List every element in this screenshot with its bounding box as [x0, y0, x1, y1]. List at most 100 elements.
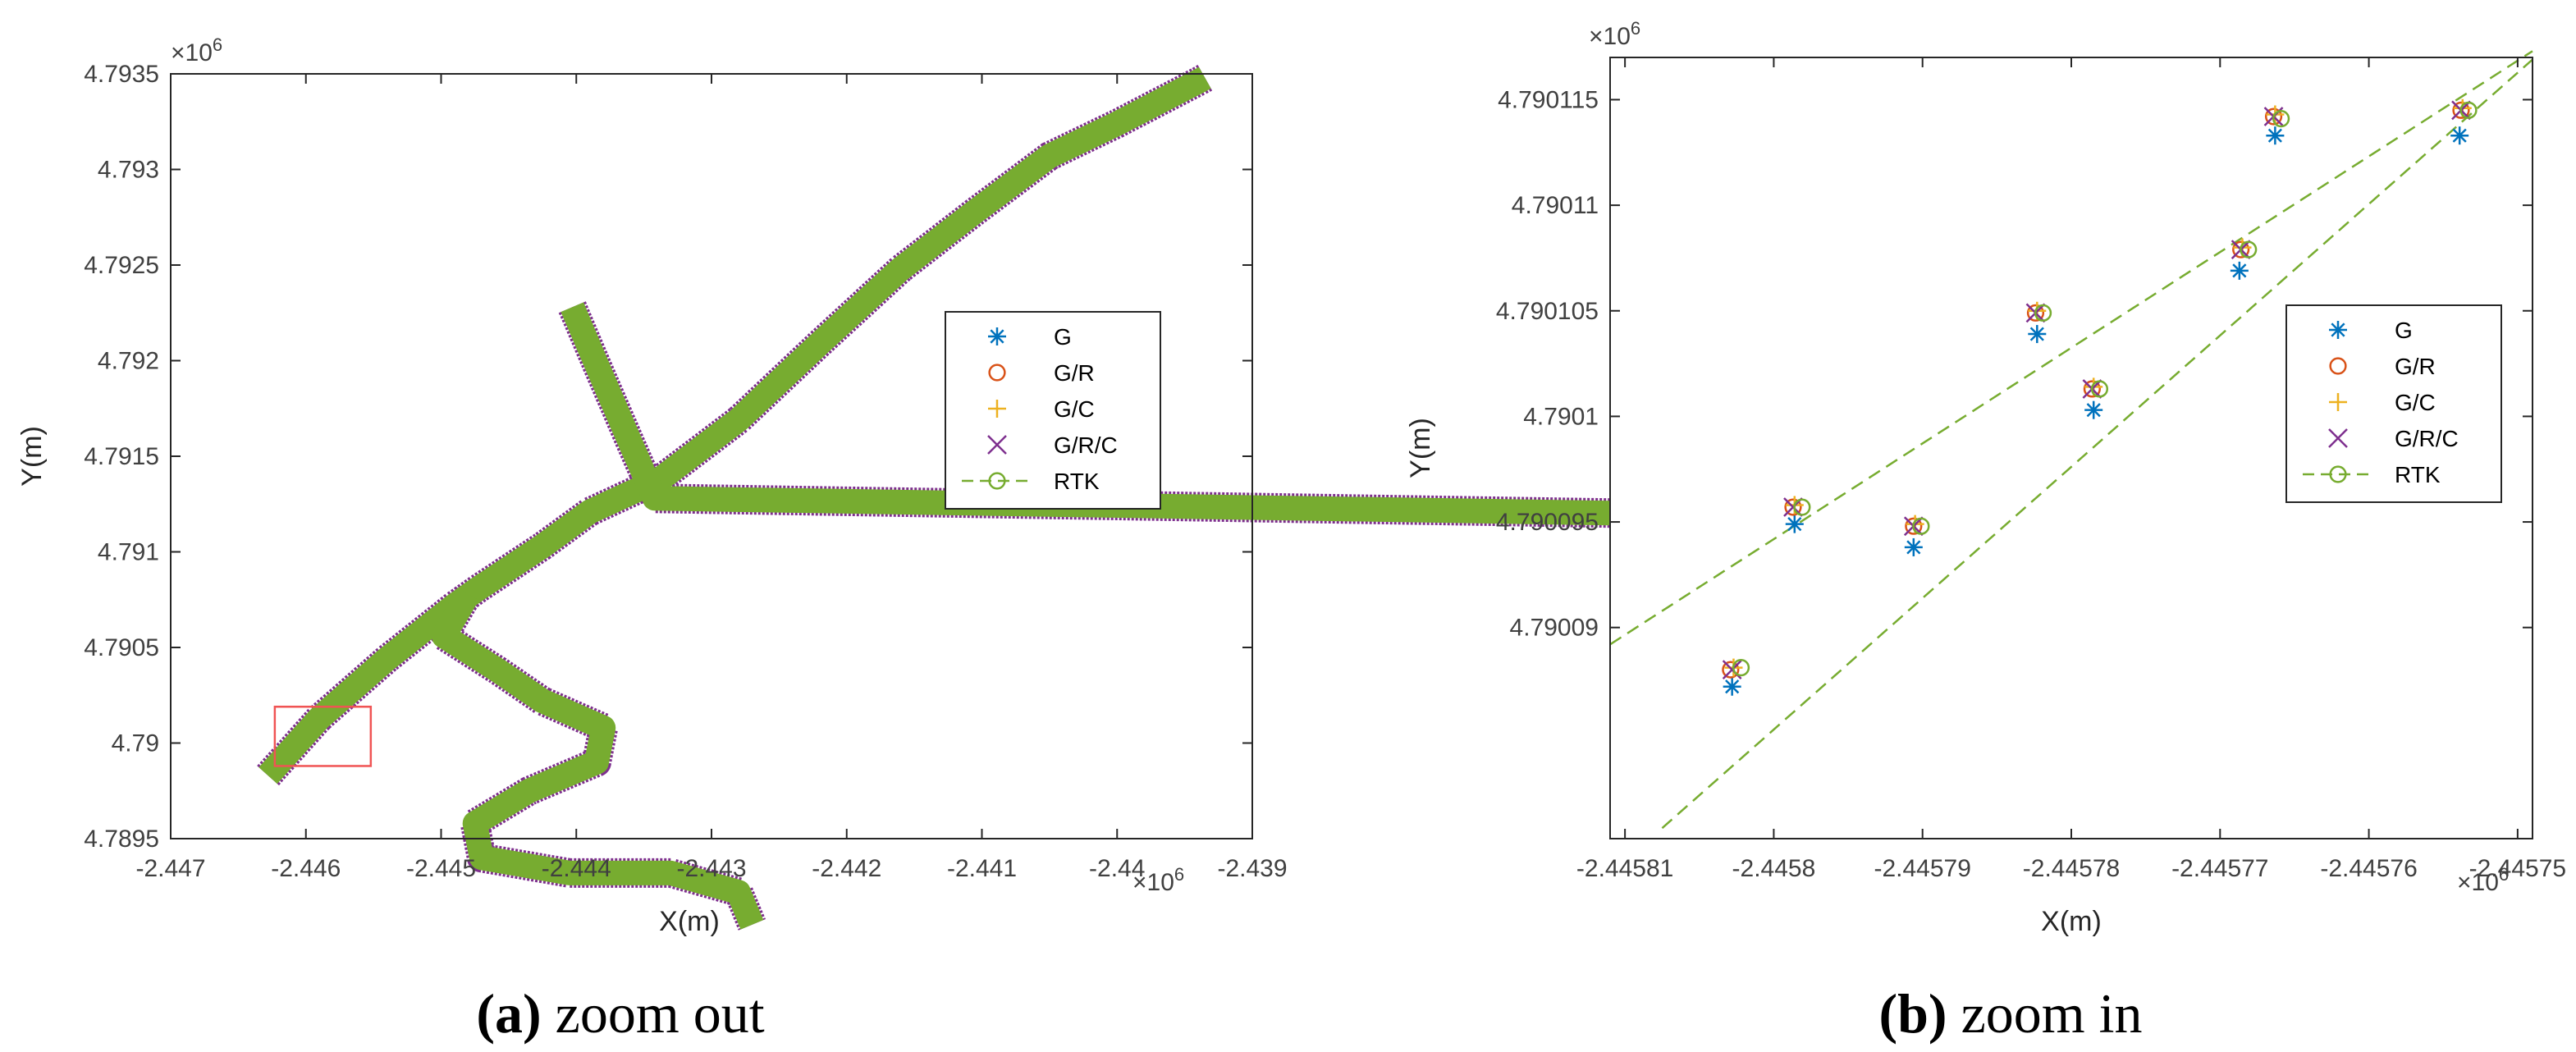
panel-b-zoom-in: -2.44581 -2.4458 -2.44579 -2.44578 -2.44577 -…: [1405, 18, 2566, 1045]
point-rtk: [1793, 498, 1811, 516]
panel-b-y-exponent: ×106: [1589, 18, 1640, 50]
series-rtk: [1732, 101, 2478, 677]
legend-label: G/R/C: [1054, 432, 1118, 458]
legend-entry-g: G: [2329, 318, 2413, 343]
point-rtk: [2090, 380, 2109, 398]
legend-marker: [2329, 357, 2347, 375]
panel-b-y-tick-label: 4.790105: [1496, 298, 1599, 325]
panel-b-y-tick-label: 4.79011: [1512, 192, 1599, 219]
zoom-box: [273, 705, 373, 767]
panel-a-x-tick-label: -2.446: [271, 855, 341, 882]
panel-a-y-tick-label: 4.7915: [84, 443, 159, 470]
panel-a-x-tick-label: -2.447: [135, 855, 205, 882]
panel-b-x-ticks: -2.44581 -2.4458 -2.44579 -2.44578 -2.44577 -…: [1576, 57, 2566, 882]
panel-a-y-tick-label: 4.7935: [84, 61, 159, 88]
panel-b-y-tick-label: 4.790115: [1498, 86, 1599, 113]
panel-a-x-tick-label: -2.442: [812, 855, 881, 882]
panel-a-x-tick-label: -2.444: [542, 855, 611, 882]
legend-entry-g-c: G/C: [988, 396, 1095, 422]
point-g-r: [1905, 517, 1923, 535]
legend-label: G/C: [2395, 390, 2436, 415]
panel-a-legend-box: [945, 311, 1161, 510]
legend-marker: [988, 400, 1006, 418]
legend-entry-g-r: G/R: [2329, 354, 2436, 379]
point-g-r: [2083, 380, 2101, 398]
legend-marker: [988, 472, 1006, 490]
panel-a-y-tick-label: 4.79: [112, 730, 159, 757]
legend-marker: [987, 435, 1007, 455]
point-g-r: [2452, 101, 2470, 119]
panel-a-x-exponent: ×106: [1132, 864, 1184, 896]
legend-entry-rtk: RTK: [962, 469, 1100, 494]
rtk-line-1: [1609, 50, 2533, 646]
panel-b-legend-box: [2285, 304, 2502, 503]
panel-a-y-tick-label: 4.7925: [84, 252, 159, 279]
panel-b-y-axis-label: Y(m): [1405, 418, 1436, 478]
panel-a-zoom-out: -2.447 -2.446 -2.445 -2.444 -2.443 -2.442 -2.4…: [16, 34, 2021, 1045]
panel-b-y-tick-label: 4.790095: [1496, 509, 1599, 536]
legend-marker: [2328, 428, 2348, 448]
panel-b-rtk-lines: [1609, 50, 2533, 830]
panel-a-y-exponent: ×106: [171, 34, 222, 66]
point-rtk: [2034, 304, 2052, 322]
panel-a-x-tick-label: -2.44: [1089, 855, 1145, 882]
legend-marker: [988, 364, 1006, 382]
panel-a-x-tick-label: -2.443: [676, 855, 746, 882]
legend-label: G: [1054, 324, 1072, 350]
panel-b-x-tick-label: -2.44578: [2023, 855, 2120, 882]
legend-marker: [988, 327, 1006, 345]
trajectory-south-branch: [431, 588, 764, 930]
panel-a-y-ticks: 4.7895 4.79 4.7905 4.791 4.7915 4.792 4.7925 4.…: [84, 61, 1252, 853]
panel-a-caption: (a) zoom out: [476, 982, 764, 1045]
panel-a-y-axis-label: Y(m): [16, 426, 48, 487]
legend-label: G/R/C: [2395, 426, 2459, 451]
point-g-r: [2232, 240, 2250, 258]
point-g: [1723, 677, 1741, 696]
legend-label: G/C: [1054, 396, 1095, 422]
legend-entry-g-r: G/R: [988, 360, 1095, 386]
rtk-line-2: [1661, 58, 2533, 830]
panel-a-zoom-box-group: [273, 705, 373, 767]
panel-b-y-ticks: 4.79009 4.790095 4.7901 4.790105 4.79011 4.79…: [1496, 86, 2533, 642]
panel-b-x-tick-label: -2.4458: [1732, 855, 1816, 882]
panel-b-x-tick-label: -2.44576: [2320, 855, 2417, 882]
legend-marker: [2329, 393, 2347, 411]
panel-b-y-tick-label: 4.7901: [1523, 403, 1599, 430]
panel-b-x-exponent: ×106: [2457, 864, 2509, 896]
panel-a-x-ticks: -2.447 -2.446 -2.445 -2.444 -2.443 -2.442 -2.4…: [135, 74, 1288, 882]
panel-b-y-tick-label: 4.79009: [1510, 615, 1599, 642]
point-rtk: [1912, 517, 1930, 535]
point-g-r: [1722, 661, 1740, 679]
legend-entry-g: G: [988, 324, 1072, 350]
panel-a-y-tick-label: 4.793: [98, 157, 159, 184]
legend-entry-g-r-c: G/R/C: [987, 432, 1118, 458]
series-g-r: [1722, 101, 2470, 679]
panel-b-caption: (b) zoom in: [1878, 982, 2142, 1045]
panel-a-x-axis-label: X(m): [659, 906, 720, 937]
legend-marker: [2329, 465, 2347, 483]
point-g: [2028, 325, 2047, 344]
trajectory-main-road: [259, 66, 1211, 784]
panel-a-y-tick-label: 4.792: [98, 348, 159, 375]
panel-b-legend: G G/R G/C G/R/C RTK: [2285, 304, 2502, 503]
legend-label: G/R: [2395, 354, 2436, 379]
panel-a-x-tick-label: -2.441: [947, 855, 1017, 882]
panel-b-x-tick-label: -2.44575: [2469, 855, 2566, 882]
legend-label: RTK: [2395, 462, 2441, 487]
panel-a-x-tick-label: -2.439: [1217, 855, 1287, 882]
legend-label: G: [2395, 318, 2413, 343]
point-g: [2266, 126, 2285, 145]
point-rtk: [2459, 101, 2478, 119]
series-g: [1723, 126, 2469, 696]
point-rtk: [1732, 658, 1750, 677]
point-g-r: [2026, 304, 2045, 322]
point-g: [2450, 126, 2469, 145]
legend-entry-rtk: RTK: [2303, 462, 2441, 487]
legend-label: G/R: [1054, 360, 1095, 386]
point-rtk: [2240, 240, 2258, 258]
legend-label: RTK: [1054, 469, 1100, 494]
legend-entry-g-r-c: G/R/C: [2328, 426, 2459, 451]
panel-b-x-tick-label: -2.44579: [1874, 855, 1970, 882]
point-g: [1785, 515, 1804, 533]
